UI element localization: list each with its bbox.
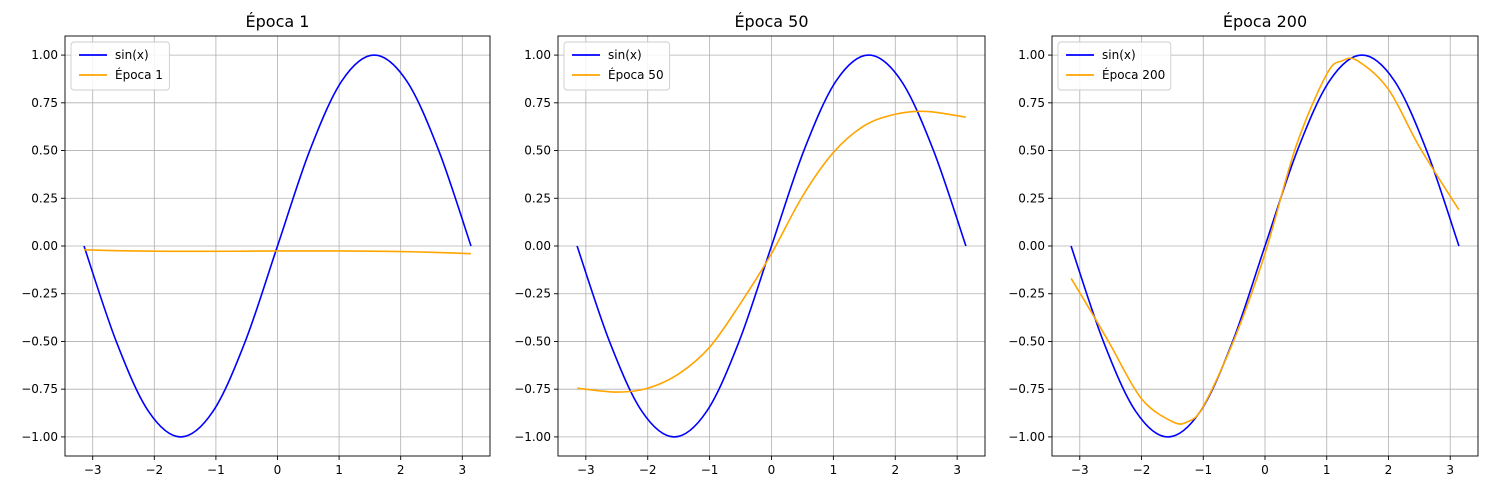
legend-box [70,41,170,91]
y-tick-label: 0.25 [524,191,551,205]
x-tick-label: 3 [1446,463,1454,477]
legend-box [563,41,671,91]
y-tick-label: 0.75 [524,96,551,110]
x-tick-label: −2 [145,463,163,477]
y-tick-label: −0.25 [21,287,58,301]
chart-title: Época 50 [734,12,808,31]
y-tick-label: −0.25 [1008,287,1045,301]
legend-box [1057,41,1172,91]
x-tick-label: 1 [335,463,343,477]
x-tick-label: −1 [207,463,225,477]
y-tick-label: −0.75 [1008,382,1045,396]
legend-label: Época 200 [1102,67,1165,82]
x-tick-label: 0 [768,463,776,477]
series-line-epoch [577,110,966,393]
y-tick-label: 0.25 [1018,191,1045,205]
legend-label: sin(x) [115,48,149,62]
legend-label: sin(x) [1102,48,1136,62]
y-tick-label: 0.75 [1018,96,1045,110]
series-line-sin [576,54,967,438]
x-tick-label: 2 [1385,463,1393,477]
series-line-sin [1070,54,1460,438]
series-line-sin [83,54,472,438]
x-tick-label: 0 [1261,463,1269,477]
x-tick-label: 3 [458,463,466,477]
y-tick-label: 1.00 [524,48,551,62]
legend-label: Época 50 [608,67,664,82]
grid [65,36,490,456]
x-tick-label: 2 [891,463,899,477]
chart-panel-3: −3 −2 −1 0 1 2 3 −1.00 −0.75 −0.50 −0.25 0.00 0.25 0.… [1008,12,1479,477]
y-tick-label: −0.50 [514,334,551,348]
y-tick-label: 0.50 [524,144,551,158]
y-tick-label: 1.00 [1018,48,1045,62]
y-tick-label: 0.00 [524,239,551,253]
x-tick-label: 2 [397,463,405,477]
y-tick-label: −0.25 [514,287,551,301]
chart-title: Época 1 [246,12,310,31]
x-tick-label: 0 [274,463,282,477]
legend: sin(x) Época 200 [1057,41,1172,91]
chart-panel-2: −3 −2 −1 0 1 2 3 −1.00 −0.75 −0.50 −0.25 0.00 0.25 0.… [514,12,986,477]
y-tick-label: −0.50 [21,334,58,348]
y-tick-label: −0.75 [21,382,58,396]
y-tick-label: −1.00 [1008,430,1045,444]
x-tick-label: 3 [953,463,961,477]
x-tick-label: 1 [830,463,838,477]
x-tick-label: 1 [1323,463,1331,477]
series-line-epoch [84,249,471,255]
y-tick-label: −1.00 [514,430,551,444]
series-line-epoch [1070,57,1460,425]
x-tick-label: −2 [1133,463,1151,477]
x-tick-label: −1 [1194,463,1212,477]
legend-label: Época 1 [115,67,163,82]
y-tick-label: 0.25 [31,191,58,205]
grid [558,36,985,456]
y-tick-label: 1.00 [31,48,58,62]
chart-title: Época 200 [1223,12,1307,31]
y-tick-label: 0.50 [31,144,58,158]
x-tick-label: −2 [639,463,657,477]
legend-label: sin(x) [608,48,642,62]
y-tick-label: 0.75 [31,96,58,110]
legend: sin(x) Época 50 [563,41,671,91]
x-tick-label: −1 [701,463,719,477]
y-tick-label: −0.50 [1008,334,1045,348]
x-tick-label: −3 [84,463,102,477]
legend: sin(x) Época 1 [70,41,170,91]
y-tick-label: −0.75 [514,382,551,396]
y-tick-label: −1.00 [21,430,58,444]
x-tick-label: −3 [1071,463,1089,477]
y-tick-label: 0.50 [1018,144,1045,158]
x-tick-label: −3 [577,463,595,477]
y-tick-label: 0.00 [31,239,58,253]
y-tick-label: 0.00 [1018,239,1045,253]
chart-panel-1: −3 −2 −1 0 1 2 3 −1.00 −0.75 −0.50 −0.25 0.00 0.25 0.… [21,12,491,477]
